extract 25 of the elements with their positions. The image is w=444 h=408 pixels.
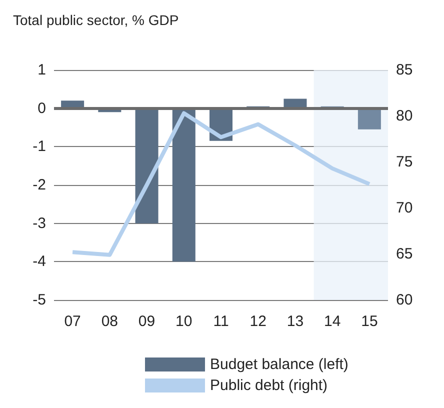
x-tick-label: 14 (324, 313, 341, 330)
legend-label: Budget balance (left) (210, 356, 348, 373)
x-tick-label: 11 (213, 313, 229, 330)
y2-tick-label: 70 (396, 200, 413, 216)
y2-tick-label: 75 (396, 154, 413, 170)
y-tick-label: -4 (32, 253, 46, 270)
y-tick-label: -1 (32, 138, 46, 156)
chart-title: Total public sector, % GDP (13, 12, 179, 28)
y-tick-label: -2 (32, 176, 46, 194)
legend-label: Public debt (right) (210, 377, 328, 394)
x-tick-label: 09 (138, 313, 156, 330)
y2-tick-label: 85 (396, 62, 413, 78)
y2-tick-label: 80 (396, 108, 413, 124)
y-tick-label: 1 (38, 62, 46, 78)
y2-tick-label: 65 (396, 246, 413, 262)
y-tick-label: -3 (32, 214, 46, 232)
x-tick-label: 15 (361, 313, 378, 330)
x-tick-label: 08 (101, 313, 118, 330)
x-tick-label: 13 (286, 313, 304, 330)
y2-tick-label: 60 (396, 292, 413, 308)
x-tick-label: 10 (176, 313, 192, 330)
y-tick-label: 0 (38, 100, 46, 117)
x-tick-label: 07 (64, 313, 81, 330)
x-tick-label: 12 (250, 313, 266, 330)
y-tick-label: -5 (32, 292, 46, 308)
